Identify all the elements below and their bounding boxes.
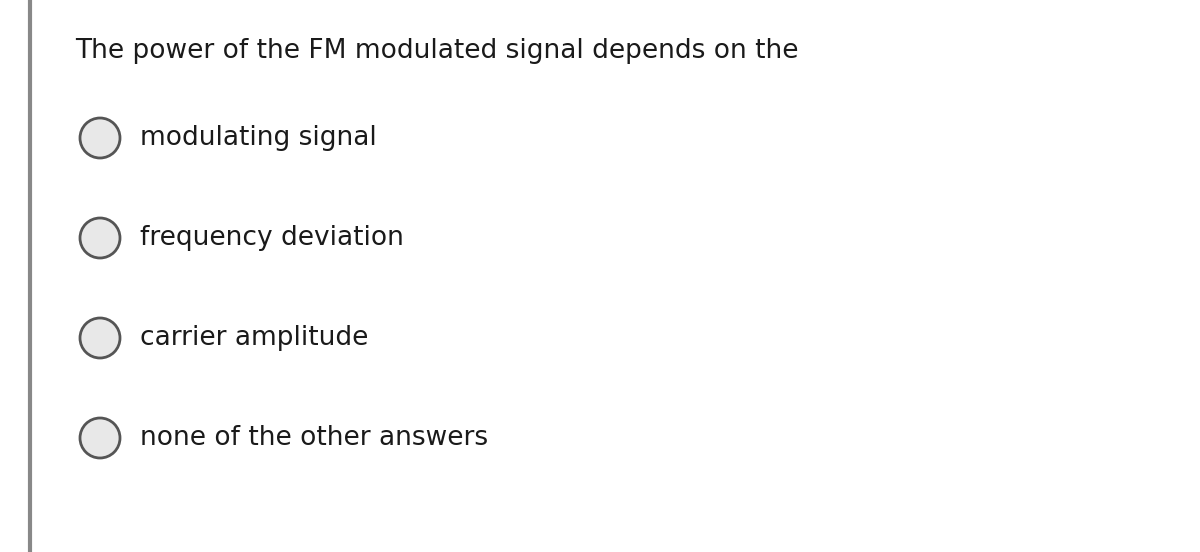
Text: modulating signal: modulating signal <box>140 125 377 151</box>
Ellipse shape <box>80 318 120 358</box>
Ellipse shape <box>80 118 120 158</box>
Text: The power of the FM modulated signal depends on the: The power of the FM modulated signal dep… <box>74 38 798 64</box>
Ellipse shape <box>80 218 120 258</box>
Text: frequency deviation: frequency deviation <box>140 225 404 251</box>
Ellipse shape <box>80 418 120 458</box>
Text: none of the other answers: none of the other answers <box>140 425 488 451</box>
Text: carrier amplitude: carrier amplitude <box>140 325 368 351</box>
